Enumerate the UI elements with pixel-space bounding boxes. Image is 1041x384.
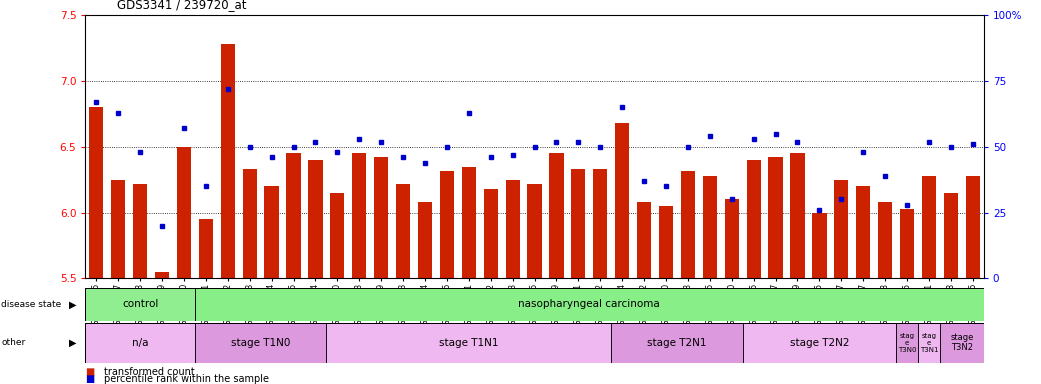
Text: other: other <box>1 338 25 347</box>
Bar <box>896 323 918 363</box>
Bar <box>111 180 125 278</box>
Bar <box>834 180 848 278</box>
Bar <box>790 154 805 278</box>
Bar <box>462 167 476 278</box>
Bar <box>615 123 630 278</box>
Bar <box>940 323 984 363</box>
Bar <box>352 154 366 278</box>
Bar <box>199 219 213 278</box>
Bar <box>439 170 454 278</box>
Bar <box>681 170 695 278</box>
Bar <box>918 323 940 363</box>
Bar <box>85 323 195 363</box>
Text: stage T2N2: stage T2N2 <box>790 338 849 348</box>
Bar <box>85 288 195 321</box>
Bar <box>85 323 195 363</box>
Bar <box>725 200 739 278</box>
Bar <box>856 186 870 278</box>
Bar <box>327 323 611 363</box>
Text: disease state: disease state <box>1 300 61 309</box>
Bar <box>966 176 980 278</box>
Text: stag
e
T3N1: stag e T3N1 <box>919 333 938 353</box>
Bar <box>484 189 498 278</box>
Bar <box>195 288 984 321</box>
Text: stag
e
T3N0: stag e T3N0 <box>897 333 916 353</box>
Bar <box>396 184 410 278</box>
Bar <box>637 202 652 278</box>
Text: ■: ■ <box>85 374 95 384</box>
Text: ■: ■ <box>85 367 95 377</box>
Bar <box>195 288 984 321</box>
Bar <box>85 288 195 321</box>
Text: control: control <box>122 299 158 310</box>
Text: percentile rank within the sample: percentile rank within the sample <box>104 374 270 384</box>
Text: ▶: ▶ <box>69 299 77 310</box>
Bar <box>593 169 607 278</box>
Bar <box>918 323 940 363</box>
Text: n/a: n/a <box>132 338 149 348</box>
Bar <box>742 323 896 363</box>
Bar <box>703 176 717 278</box>
Bar <box>155 272 170 278</box>
Bar <box>572 169 585 278</box>
Bar <box>940 323 984 363</box>
Bar <box>550 154 563 278</box>
Bar <box>659 206 674 278</box>
Bar <box>133 184 147 278</box>
Bar <box>177 147 192 278</box>
Bar <box>611 323 742 363</box>
Bar <box>308 160 323 278</box>
Bar <box>944 193 958 278</box>
Bar <box>90 108 103 278</box>
Text: stage T1N1: stage T1N1 <box>439 338 499 348</box>
Text: stage T2N1: stage T2N1 <box>648 338 707 348</box>
Bar <box>221 44 235 278</box>
Bar <box>899 209 914 278</box>
Bar <box>195 323 327 363</box>
Bar <box>528 184 541 278</box>
Bar <box>417 202 432 278</box>
Bar <box>243 169 257 278</box>
Bar <box>506 180 519 278</box>
Bar <box>195 323 327 363</box>
Bar <box>878 202 892 278</box>
Bar <box>812 213 827 278</box>
Bar <box>286 154 301 278</box>
Text: transformed count: transformed count <box>104 367 195 377</box>
Text: nasopharyngeal carcinoma: nasopharyngeal carcinoma <box>518 299 660 310</box>
Bar <box>896 323 918 363</box>
Bar <box>768 157 783 278</box>
Text: GDS3341 / 239720_at: GDS3341 / 239720_at <box>117 0 246 12</box>
Bar <box>746 160 761 278</box>
Bar <box>327 323 611 363</box>
Text: ▶: ▶ <box>69 338 77 348</box>
Bar <box>922 176 936 278</box>
Bar <box>330 193 345 278</box>
Text: stage
T3N2: stage T3N2 <box>950 333 973 353</box>
Bar <box>742 323 896 363</box>
Bar <box>611 323 742 363</box>
Bar <box>264 186 279 278</box>
Bar <box>374 157 388 278</box>
Text: stage T1N0: stage T1N0 <box>231 338 290 348</box>
